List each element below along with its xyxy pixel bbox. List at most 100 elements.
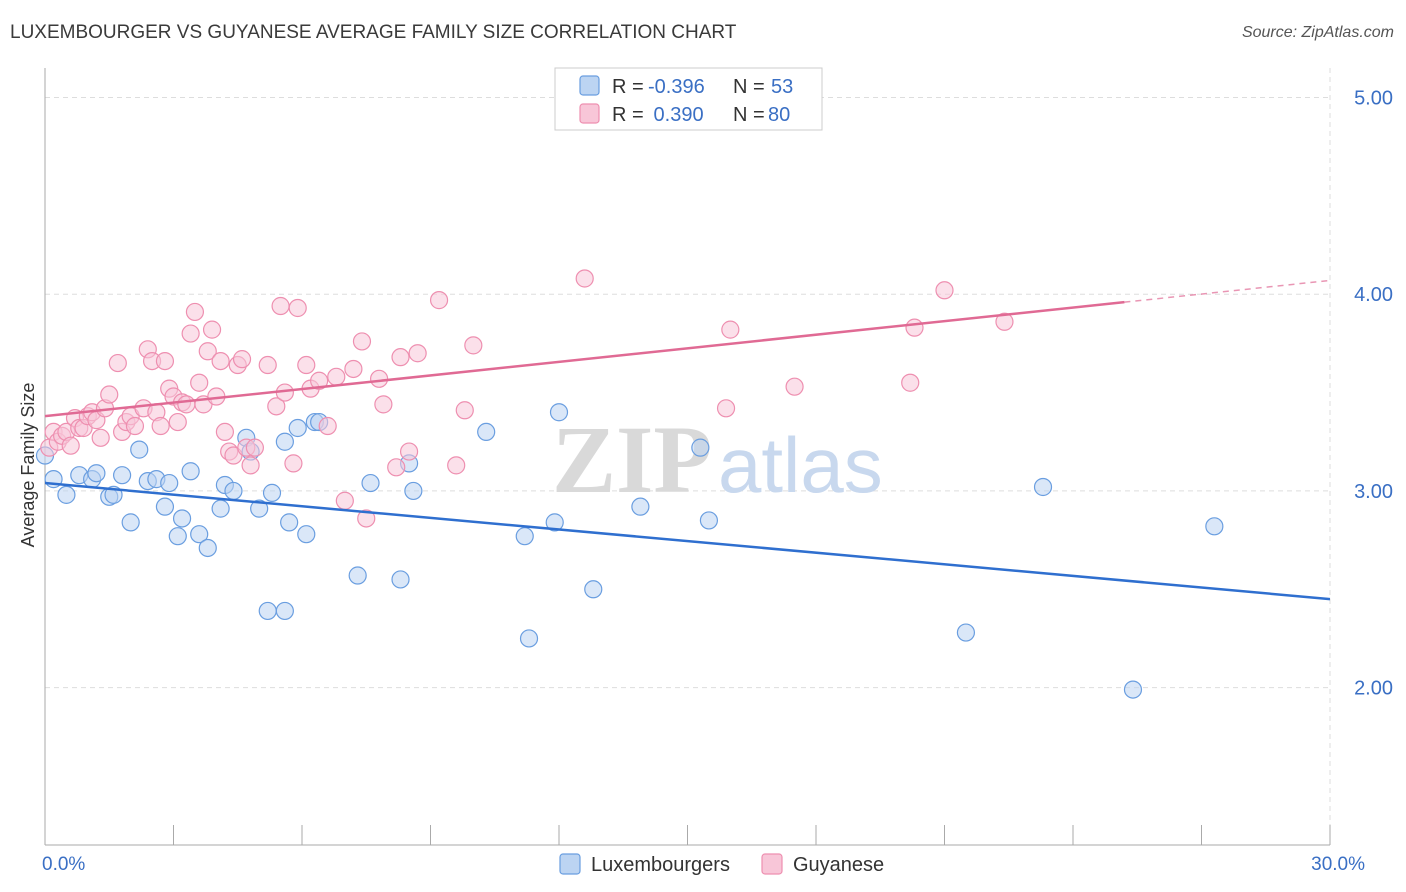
- points-layer: [35, 269, 1224, 699]
- luxembourger-point: [549, 403, 569, 422]
- guyanese-point: [318, 416, 337, 436]
- guyanese-point: [408, 344, 427, 363]
- guyanese-point: [177, 395, 196, 414]
- guyanese-point: [100, 385, 119, 404]
- luxembourger-point: [250, 499, 269, 518]
- watermark: ZIP atlas: [552, 406, 883, 513]
- chart-title: LUXEMBOURGER VS GUYANESE AVERAGE FAMILY …: [10, 22, 737, 43]
- guyanese-point: [155, 351, 175, 371]
- guyanese-point: [91, 428, 110, 447]
- legend-swatch-guyanese: [579, 103, 600, 124]
- chart-source: Source: ZipAtlas.com: [1241, 24, 1394, 41]
- guyanese-point: [310, 371, 329, 390]
- guyanese-point: [168, 412, 187, 432]
- luxembourger-point: [391, 570, 410, 589]
- luxembourger-point: [172, 509, 192, 528]
- guyanese-point: [181, 324, 200, 343]
- guyanese-point: [190, 373, 209, 392]
- guyanese-point: [245, 438, 264, 457]
- legend-n-value: 53: [771, 76, 793, 98]
- guyanese-point: [271, 296, 290, 316]
- luxembourger-point: [361, 473, 380, 493]
- luxembourger-point: [57, 485, 76, 504]
- y-tick-label: 2.00: [1354, 678, 1393, 700]
- luxembourger-point: [121, 513, 140, 532]
- guyanese-point: [352, 332, 372, 351]
- guyanese-point: [344, 359, 363, 379]
- y-tick-label: 3.00: [1354, 481, 1393, 503]
- bottom-legend: Luxembourgers Guyanese: [559, 853, 884, 876]
- luxembourger-point: [404, 481, 423, 501]
- luxembourger-point: [1123, 680, 1143, 699]
- luxembourger-point: [1033, 477, 1053, 497]
- guyanese-point: [125, 416, 145, 436]
- guyanese-point: [211, 351, 230, 371]
- guyanese-point: [288, 298, 307, 318]
- luxembourger-point: [545, 513, 564, 532]
- luxembourger-point: [262, 483, 282, 502]
- legend-swatch-luxembourgers: [579, 75, 600, 96]
- luxembourger-point: [956, 623, 976, 642]
- luxembourger-point: [181, 462, 200, 481]
- guyanese-point: [258, 355, 277, 375]
- guyanese-trend-line: [44, 300, 1125, 418]
- guyanese-point: [387, 458, 406, 477]
- watermark-atlas: atlas: [718, 421, 883, 509]
- bottom-legend-label-luxembourgers: Luxembourgers: [591, 854, 730, 876]
- luxembourger-point: [190, 525, 209, 544]
- x-tick-label: 30.0%: [1311, 854, 1365, 875]
- guyanese-point: [391, 348, 410, 367]
- legend-r-value: -0.396: [648, 76, 705, 98]
- guyanese-point: [215, 422, 234, 442]
- x-tick-label: 0.0%: [42, 854, 85, 875]
- luxembourger-trend-line: [44, 481, 1331, 601]
- guyanese-point: [267, 397, 286, 416]
- luxembourger-point: [691, 438, 710, 457]
- guyanese-point: [151, 416, 170, 436]
- guyanese-point: [575, 269, 594, 288]
- trend-layer: [44, 279, 1331, 601]
- y-tick-label: 5.00: [1354, 88, 1393, 110]
- legend-r-label: R =: [612, 76, 644, 98]
- legend-n-value: 80: [768, 104, 790, 126]
- luxembourger-point: [130, 440, 149, 459]
- luxembourger-point: [155, 497, 175, 516]
- guyanese-point: [901, 373, 920, 392]
- legend-n-label: N =: [733, 76, 765, 98]
- bottom-legend-label-guyanese: Guyanese: [793, 854, 884, 876]
- guyanese-point: [61, 436, 80, 455]
- legend-r-value: 0.390: [648, 104, 704, 126]
- bottom-legend-swatch-luxembourgers: [559, 853, 581, 875]
- guyanese-trend-line-extension: [1124, 279, 1331, 303]
- guyanese-point: [905, 318, 924, 337]
- guyanese-point: [357, 509, 376, 528]
- luxembourger-point: [87, 464, 106, 483]
- guyanese-point: [297, 355, 316, 375]
- guyanese-point: [399, 442, 419, 461]
- luxembourger-point: [258, 601, 277, 621]
- luxembourger-point: [224, 481, 243, 501]
- luxembourger-point: [1205, 517, 1224, 536]
- luxembourger-point: [280, 513, 299, 532]
- luxembourger-point: [198, 538, 217, 558]
- guyanese-point: [241, 456, 260, 475]
- luxembourger-point: [168, 527, 187, 546]
- guyanese-point: [335, 491, 354, 510]
- guyanese-point: [108, 353, 127, 373]
- guyanese-point: [716, 399, 736, 418]
- luxembourger-point: [477, 422, 496, 442]
- guyanese-point: [785, 377, 804, 396]
- guyanese-point: [429, 291, 449, 310]
- guyanese-point: [464, 336, 483, 355]
- luxembourger-point: [519, 629, 539, 648]
- guyanese-point: [202, 320, 222, 339]
- watermark-zip: ZIP: [552, 406, 712, 513]
- guyanese-point: [935, 281, 954, 300]
- luxembourger-point: [275, 432, 294, 451]
- top-legend: R = -0.396 N = 53 R = 0.390 N = 80: [554, 67, 823, 131]
- legend-n-label: N =: [733, 104, 765, 126]
- guyanese-point: [198, 342, 217, 361]
- guyanese-point: [284, 454, 303, 473]
- guyanese-point: [447, 456, 466, 475]
